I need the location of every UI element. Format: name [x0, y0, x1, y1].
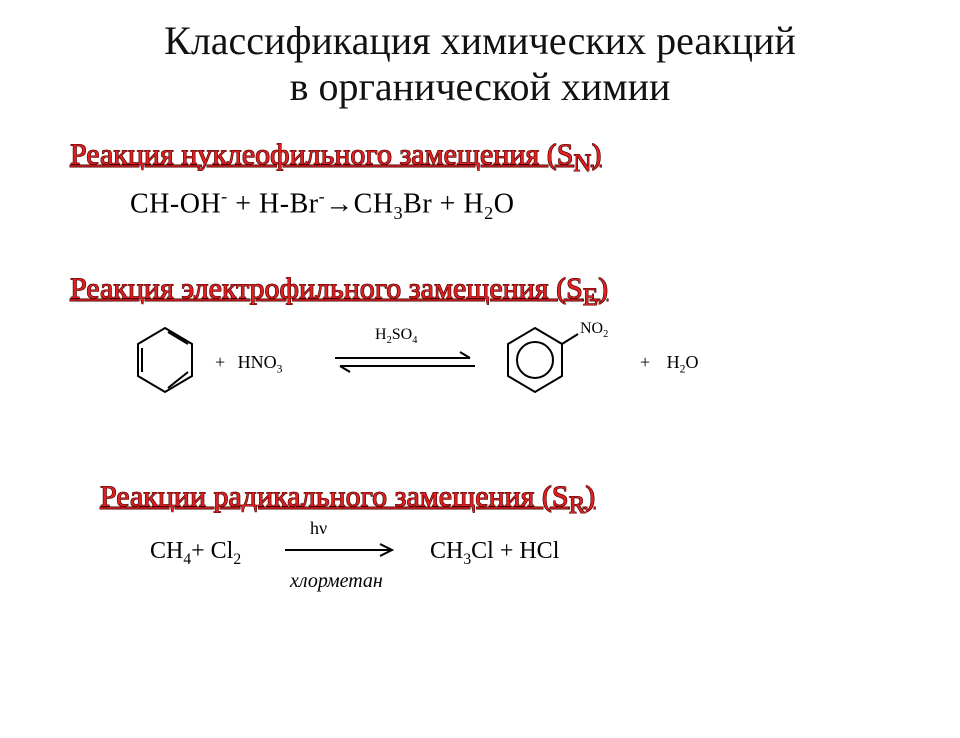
- sr-lhs-plus: + Cl: [191, 538, 233, 564]
- heading-sn: Реакция нуклеофильного замещения (SN): [70, 138, 920, 178]
- se-substituent: NO2: [580, 320, 608, 340]
- sr-lhs-a: CH: [150, 538, 183, 564]
- sr-rhs-b: Cl + HCl: [471, 538, 559, 564]
- heading-sn-tail: ): [591, 138, 601, 171]
- heading-sr-tail: ): [585, 480, 595, 513]
- content-area: Реакция нуклеофильного замещения (SN) CH…: [70, 138, 920, 608]
- heading-sr-text: Реакции радикального замещения (S: [100, 480, 569, 513]
- sr-lhs-s2: 2: [233, 551, 241, 568]
- title-line2: в органической химии: [290, 64, 671, 109]
- se-reaction-diagram: + HNO3 H2SO4 NO2 + H2O: [130, 320, 920, 420]
- heading-sr-sub: R: [569, 492, 586, 519]
- slide-title: Классификация химических реакций в орган…: [0, 18, 960, 110]
- equilibrium-arrow-icon: [330, 348, 480, 378]
- heading-se-tail: ): [598, 272, 608, 305]
- se-cat-s2: 4: [412, 335, 417, 346]
- se-reagent-sub: 3: [277, 363, 283, 376]
- se-sub-b: 2: [603, 329, 608, 340]
- se-cat-a: H: [375, 326, 387, 343]
- sn-lhs1: CH-OH: [130, 188, 221, 219]
- heading-sn-sub: N: [573, 150, 591, 177]
- sn-rhs1sub: 3: [394, 203, 404, 223]
- sn-plus1: +: [228, 188, 259, 219]
- sr-lhs: CH4+ Cl2: [150, 538, 241, 569]
- se-reagent: HNO: [238, 352, 277, 372]
- sn-rhs1c: O: [494, 188, 515, 219]
- sr-rhs: CH3Cl + HCl: [430, 538, 559, 569]
- sr-condition: hν: [310, 518, 327, 539]
- title-line1: Классификация химических реакций: [164, 18, 796, 63]
- se-bp-b: O: [686, 352, 699, 372]
- sr-cond-text: hν: [310, 518, 327, 538]
- heading-se-text: Реакция электрофильного замещения (S: [70, 272, 583, 305]
- sn-rhs1sub2: 2: [484, 203, 494, 223]
- sr-lhs-s1: 4: [183, 551, 191, 568]
- sr-rhs-a: CH: [430, 538, 463, 564]
- sr-caption-text: хлорметан: [290, 570, 383, 592]
- se-plus1: + HNO3: [215, 352, 283, 376]
- sn-rhs1b: Br + H: [403, 188, 484, 219]
- sr-caption: хлорметан: [290, 570, 383, 593]
- sn-equation: CH-OH- + H-Br-→CH3Br + H2O: [130, 186, 920, 224]
- se-plus1-sym: +: [215, 352, 225, 372]
- sn-rhs1a: CH: [354, 188, 394, 219]
- heading-se: Реакция электрофильного замещения (SE): [70, 272, 920, 312]
- se-cat-b: SO: [392, 326, 412, 343]
- se-bp-a: H: [667, 352, 680, 372]
- sr-rhs-s1: 3: [463, 551, 471, 568]
- se-catalyst: H2SO4: [375, 326, 417, 346]
- heading-se-sub: E: [583, 284, 598, 311]
- sn-lhs2: H-Br: [259, 188, 319, 219]
- heading-sr: Реакции радикального замещения (SR): [100, 480, 920, 520]
- sn-arrow: →: [325, 188, 354, 219]
- forward-arrow-icon: [280, 540, 400, 560]
- se-sub-a: NO: [580, 320, 603, 337]
- se-byproduct: + H2O: [640, 352, 699, 376]
- se-plus2: +: [640, 352, 650, 372]
- sr-reaction-diagram: CH4+ Cl2 hν CH3Cl + HCl хлорметан: [150, 518, 920, 608]
- heading-sn-text: Реакция нуклеофильного замещения (S: [70, 138, 573, 171]
- benzene-ring-icon: [130, 320, 200, 400]
